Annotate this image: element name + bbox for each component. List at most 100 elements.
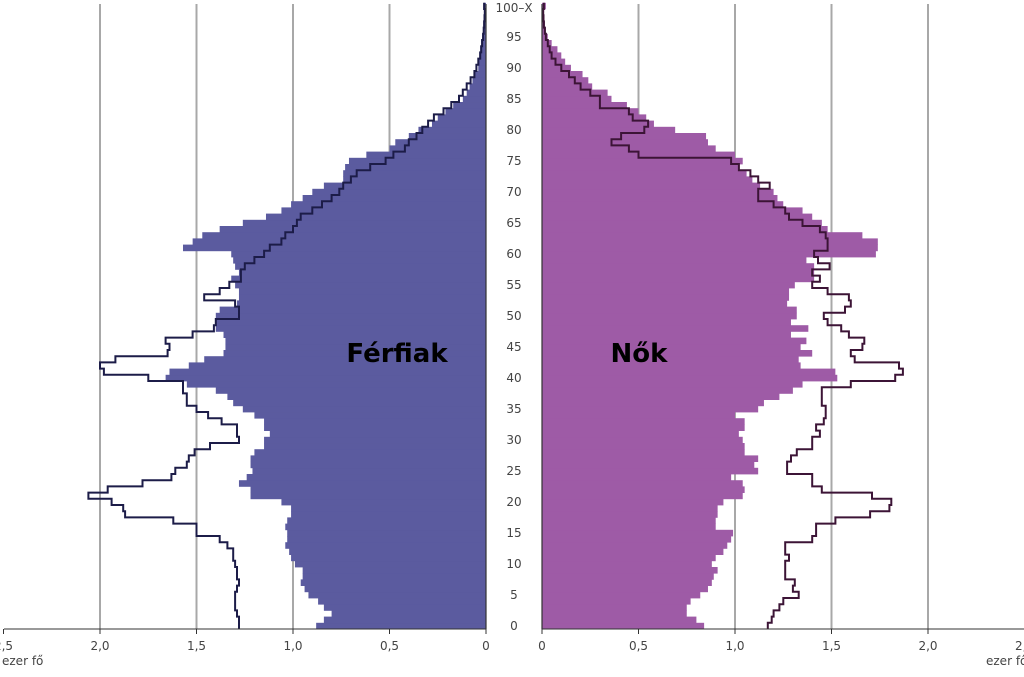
female-bar [542,511,718,518]
female-bar [542,219,822,227]
male-bar [165,374,486,382]
male-x-tick-label: 1,0 [283,639,302,653]
age-tick-label: 75 [506,154,521,168]
male-bar [223,331,486,338]
male-bar [238,480,486,487]
female-bar [542,598,691,605]
female-bar [542,604,687,611]
female-bar [542,195,778,202]
male-bar [323,182,486,190]
female-bar [542,263,815,270]
female-bar [542,275,815,283]
male-bar [308,591,486,599]
age-tick-label: 80 [506,123,521,137]
male-bar [246,474,486,481]
female-bar [542,182,761,190]
female-bar [542,306,797,314]
female-bar [542,64,571,72]
male-bar [445,108,486,115]
male-bar [323,616,486,624]
male-bar [250,461,486,469]
male-bar [238,269,486,276]
female-bar [542,319,791,326]
male-bar [312,188,486,196]
male-bar [204,356,486,363]
male-bar [250,486,486,493]
axes [4,4,1024,630]
female-bar [542,381,803,388]
female-bar [542,461,755,469]
male-bar [287,517,486,524]
female-bar [542,58,566,66]
male-bar [478,58,486,66]
male-bar [202,232,487,239]
female-bar [542,536,732,543]
female-bar [542,492,743,500]
female-bar [542,529,734,537]
male-bar [242,405,486,413]
male-bar [469,83,486,90]
age-tick-label: 90 [506,61,521,75]
female-bar [542,269,815,276]
male-bar [215,387,487,394]
male-bar [300,579,486,586]
female-bar [542,430,739,438]
right-unit-label: ezer fő [986,654,1024,668]
female-bar [542,139,708,146]
female-bar [542,331,791,338]
male-bar [287,529,486,537]
male-bar [431,120,486,128]
male-bar [281,207,486,214]
female-bar [542,474,732,481]
female-bar [542,114,647,121]
male-bar [186,381,486,388]
male-bar [264,424,486,431]
female-x-tick-label: 2,0 [918,639,937,653]
female-bar [542,294,790,301]
female-bar [542,567,718,574]
male-bar [219,306,486,314]
male-bar [453,102,486,109]
female-bar [542,176,753,183]
male-bar [291,505,486,512]
male-bar [294,560,486,568]
female-x-tick-label: 2,5 [1015,639,1024,653]
female-bar [542,133,707,140]
female-bar [542,505,718,512]
female-bar [542,498,724,506]
male-bar [345,164,486,171]
male-bar [188,362,486,369]
male-bar [418,126,486,134]
female-bar [542,102,627,109]
female-x-tick-label: 1,0 [725,639,744,653]
female-bar [542,207,803,214]
male-bar [238,294,486,301]
male-bar [366,151,486,159]
female-bar [542,343,801,351]
tick-labels: 0 5 10 15 20 25 30 35 40 45 50 55 60 65 70 75 80 85 90 95 10… [0,1,1024,653]
male-bar [264,418,486,425]
male-bar [479,52,486,59]
female-bar [542,573,714,580]
male-bar [480,46,486,53]
male-bar [233,399,486,407]
female-bar [542,554,716,562]
age-tick-label: 0 [510,619,518,633]
female-x-tick-label: 0 [538,639,546,653]
male-x-tick-label: 0,5 [380,639,399,653]
male-bar [238,288,486,295]
male-bar [182,244,487,252]
age-tick-label-top: 100–X [495,1,532,15]
female-bar [542,108,639,115]
age-tick-label: 55 [506,278,521,292]
age-tick-label: 45 [506,340,521,354]
female-outline-line [542,2,904,629]
male-bar [316,622,486,630]
male-bar [215,312,487,320]
male-bar [269,430,486,438]
female-bar [542,412,735,419]
male-outline-line [87,2,486,629]
age-tick-label: 10 [506,557,521,571]
female-bar [542,312,797,320]
